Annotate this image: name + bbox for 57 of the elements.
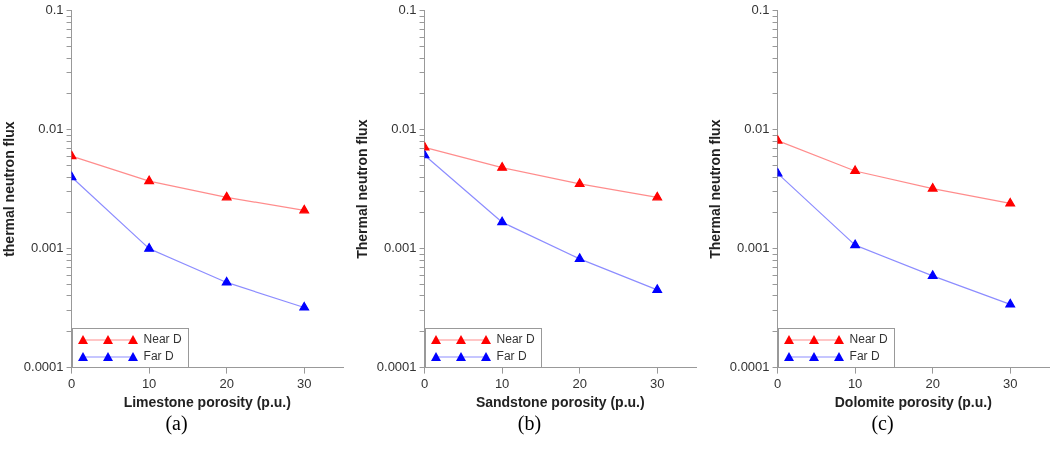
- x-tick-label: 10: [847, 375, 863, 391]
- y-tick-label: 0.0001: [729, 359, 770, 375]
- y-tick-label: 0.1: [398, 2, 417, 18]
- x-tick-label: 30: [296, 375, 312, 391]
- legend-label: Near D: [849, 330, 888, 348]
- x-tick-label: 10: [141, 375, 157, 391]
- x-tick-label: 0: [420, 375, 429, 391]
- y-tick-label: 0.1: [45, 2, 64, 18]
- x-axis-title: Dolomite porosity (p.u.): [834, 394, 992, 411]
- y-tick-label: 0.001: [384, 240, 417, 256]
- x-tick-label: 0: [67, 375, 76, 391]
- point: [927, 270, 938, 280]
- text: (c): [870, 412, 895, 435]
- legend-label: Far D: [496, 347, 527, 365]
- point: [927, 182, 938, 192]
- x-tick-label: 0: [773, 375, 782, 391]
- x-tick-label: 20: [572, 375, 587, 391]
- x-axis-title: Limestone porosity (p.u.): [123, 394, 291, 411]
- point: [652, 284, 663, 294]
- point: [144, 175, 155, 185]
- x-axis-title: Sandstone porosity (p.u.): [475, 394, 645, 411]
- x-tick-label: 20: [925, 375, 940, 391]
- point: [574, 178, 585, 188]
- point: [299, 301, 310, 311]
- point: [497, 162, 508, 171]
- y-tick-label: 0.0001: [23, 359, 64, 375]
- point: [850, 165, 861, 175]
- point: [850, 239, 861, 249]
- x-tick-label: 20: [219, 375, 234, 391]
- legend-label: Near D: [143, 330, 182, 348]
- point: [221, 276, 232, 286]
- x-tick-label: 30: [649, 375, 665, 391]
- legend-label: Far D: [143, 347, 174, 365]
- y-tick-label: 0.001: [737, 240, 770, 256]
- y-axis-title: Thermal neutron flux: [354, 119, 371, 259]
- point: [1005, 298, 1016, 308]
- y-tick-label: 0.1: [751, 2, 770, 18]
- y-tick-label: 0.01: [38, 121, 64, 137]
- y-tick-label: 0.001: [31, 240, 64, 256]
- y-axis-title: Thermal neutron flux: [707, 119, 724, 259]
- y-axis-title: thermal neutron flux: [1, 121, 18, 257]
- x-tick-label: 10: [494, 375, 510, 391]
- point: [652, 191, 663, 201]
- y-tick-label: 0.01: [744, 121, 770, 137]
- point: [144, 243, 155, 252]
- point: [221, 191, 232, 201]
- x-tick-label: 30: [1002, 375, 1018, 391]
- y-tick-label: 0.01: [391, 121, 417, 137]
- y-tick-label: 0.0001: [376, 359, 417, 375]
- point: [1005, 197, 1016, 207]
- text: (b): [516, 412, 543, 435]
- point: [497, 216, 508, 226]
- point: [299, 204, 310, 214]
- legend-label: Near D: [496, 330, 535, 348]
- text: (a): [164, 412, 189, 435]
- legend-label: Far D: [849, 347, 880, 365]
- point: [574, 253, 585, 263]
